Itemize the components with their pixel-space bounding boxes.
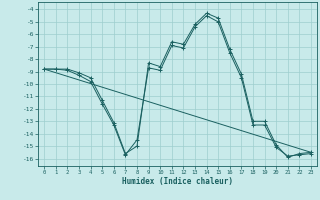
X-axis label: Humidex (Indice chaleur): Humidex (Indice chaleur) [122,177,233,186]
